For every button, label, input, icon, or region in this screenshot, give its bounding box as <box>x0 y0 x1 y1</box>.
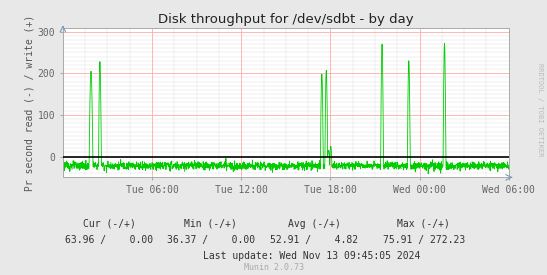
Text: Max (-/+): Max (-/+) <box>398 219 450 229</box>
Text: 63.96 /    0.00: 63.96 / 0.00 <box>65 235 154 245</box>
Text: Munin 2.0.73: Munin 2.0.73 <box>243 263 304 272</box>
Y-axis label: Pr second read (-) / write (+): Pr second read (-) / write (+) <box>25 14 35 191</box>
Text: 52.91 /    4.82: 52.91 / 4.82 <box>270 235 359 245</box>
Text: Avg (-/+): Avg (-/+) <box>288 219 341 229</box>
Text: Last update: Wed Nov 13 09:45:05 2024: Last update: Wed Nov 13 09:45:05 2024 <box>203 251 421 261</box>
Text: Cur (-/+): Cur (-/+) <box>83 219 136 229</box>
Text: Min (-/+): Min (-/+) <box>184 219 237 229</box>
Text: RRDTOOL / TOBI OETIKER: RRDTOOL / TOBI OETIKER <box>537 63 543 157</box>
Text: 36.37 /    0.00: 36.37 / 0.00 <box>166 235 255 245</box>
Text: 75.91 / 272.23: 75.91 / 272.23 <box>383 235 465 245</box>
Title: Disk throughput for /dev/sdbt - by day: Disk throughput for /dev/sdbt - by day <box>158 13 414 26</box>
